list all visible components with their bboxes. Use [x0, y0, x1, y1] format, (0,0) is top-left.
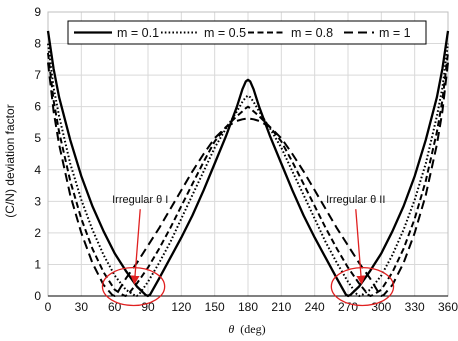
legend-label: m = 0.1 [117, 26, 159, 40]
y-tick-label: 3 [34, 194, 41, 208]
annotation-arrow-2 [355, 209, 366, 285]
legend-box [67, 20, 427, 45]
y-tick-label: 9 [34, 5, 41, 19]
x-tick-label: 360 [438, 300, 458, 314]
series-lines [46, 30, 450, 298]
legend-items: m = 0.1 m = 0.5 m = 0.8 m = 1 [74, 26, 411, 40]
x-axis-unit: (deg) [240, 322, 265, 336]
legend: m = 0.1 m = 0.5 m = 0.8 m = 1 [67, 20, 427, 45]
annotations: Irregular θ I Irregular θ II [101, 194, 395, 307]
x-axis-title: θ (deg) [228, 322, 265, 336]
tick-labels: 0 30 60 90 120 150 180 210 240 270 300 330 360012345… [34, 5, 458, 314]
y-tick-label: 8 [34, 37, 41, 51]
series-line-1 [46, 30, 450, 298]
x-tick-label: 120 [171, 300, 191, 314]
legend-label: m = 0.8 [291, 26, 333, 40]
annotation-ellipse-2 [330, 266, 395, 307]
x-axis-symbol: θ [228, 322, 234, 336]
x-tick-label: 0 [45, 300, 52, 314]
x-tick-label: 90 [141, 300, 155, 314]
x-tick-label: 30 [75, 300, 89, 314]
x-tick-label: 270 [338, 300, 358, 314]
y-axis-title: (C/N) deviation factor [3, 104, 17, 217]
annotation-arrow-1 [130, 209, 141, 285]
grid [47, 11, 449, 297]
series-line-3 [47, 52, 449, 297]
series-line-4 [47, 62, 449, 297]
annotation-label-2: Irregular θ II [326, 194, 385, 206]
legend-label: m = 1 [379, 26, 411, 40]
y-tick-label: 5 [34, 131, 41, 145]
x-tick-label: 210 [271, 300, 291, 314]
y-tick-label: 4 [34, 163, 41, 177]
annotation-ellipse-1 [101, 266, 166, 307]
y-tick-label: 1 [34, 257, 41, 271]
annotation-label-1: Irregular θ I [112, 194, 168, 206]
y-tick-label: 0 [34, 289, 41, 303]
legend-label: m = 0.5 [204, 26, 246, 40]
x-tick-label: 180 [238, 300, 258, 314]
x-tick-label: 240 [305, 300, 325, 314]
y-tick-label: 7 [34, 68, 41, 82]
x-tick-label: 150 [205, 300, 225, 314]
y-tick-label: 6 [34, 100, 41, 114]
y-tick-label: 2 [34, 226, 41, 240]
x-tick-label: 330 [405, 300, 425, 314]
